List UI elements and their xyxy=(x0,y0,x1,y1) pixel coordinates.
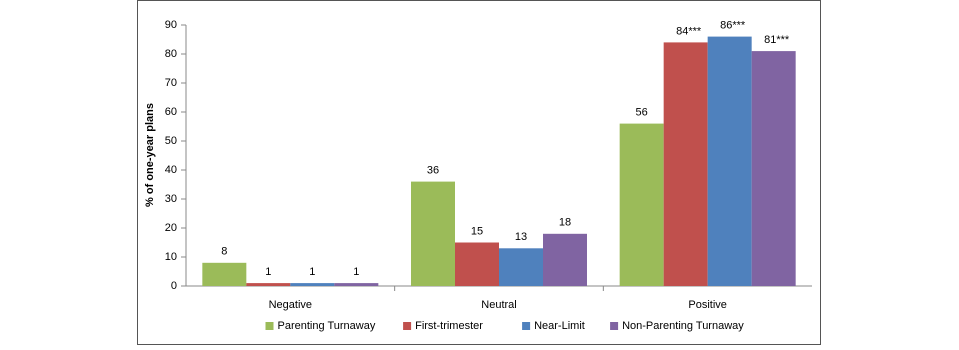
bar xyxy=(751,51,796,286)
y-tick-label: 30 xyxy=(165,193,177,205)
y-tick-label: 90 xyxy=(165,19,177,31)
value-label: 13 xyxy=(515,231,527,243)
value-label: 8 xyxy=(221,246,227,258)
legend-label: First-trimester xyxy=(415,320,483,332)
bar xyxy=(202,262,247,286)
legend-label: Non-Parenting Turnaway xyxy=(622,320,744,332)
value-label: 86*** xyxy=(720,20,746,32)
bar xyxy=(334,283,379,286)
legend-swatch xyxy=(265,322,274,330)
legend-label: Parenting Turnaway xyxy=(278,320,376,332)
y-tick-label: 80 xyxy=(165,48,177,60)
legend-swatch xyxy=(403,322,412,330)
value-label: 56 xyxy=(636,107,648,119)
y-tick-label: 40 xyxy=(165,164,177,176)
x-tick-label: Positive xyxy=(688,299,727,311)
y-axis-title: % of one-year plans xyxy=(144,103,156,207)
y-tick-label: 60 xyxy=(165,106,177,118)
value-label: 1 xyxy=(309,266,315,278)
y-tick-label: 70 xyxy=(165,77,177,89)
y-tick-label: 0 xyxy=(171,280,177,292)
bar xyxy=(707,36,752,286)
bar xyxy=(499,248,543,286)
value-label: 36 xyxy=(427,165,439,177)
bar xyxy=(543,233,587,286)
legend-label: Near-Limit xyxy=(534,320,585,332)
bar xyxy=(411,181,455,286)
legend-swatch xyxy=(522,322,531,330)
value-label: 84*** xyxy=(676,25,702,37)
value-label: 1 xyxy=(353,266,359,278)
y-tick-label: 10 xyxy=(165,251,177,263)
x-tick-label: Neutral xyxy=(481,299,516,311)
value-label: 1 xyxy=(265,266,271,278)
bar xyxy=(619,123,664,286)
legend-swatch xyxy=(610,322,619,330)
value-label: 81*** xyxy=(764,34,790,46)
bar xyxy=(455,242,499,286)
y-tick-label: 20 xyxy=(165,222,177,234)
bar xyxy=(663,42,708,287)
value-label: 18 xyxy=(559,217,571,229)
x-tick-label: Negative xyxy=(269,299,312,311)
value-label: 15 xyxy=(471,225,483,237)
y-tick-label: 50 xyxy=(165,135,177,147)
bar xyxy=(290,283,335,286)
bar xyxy=(246,283,291,286)
